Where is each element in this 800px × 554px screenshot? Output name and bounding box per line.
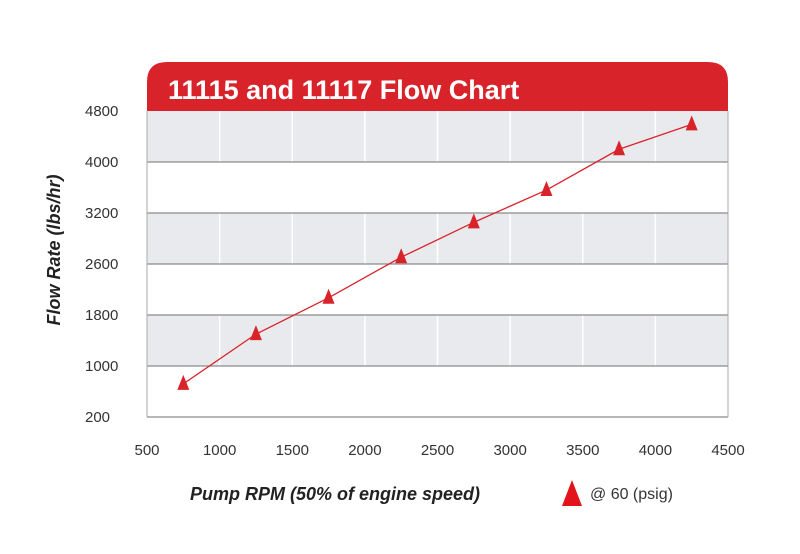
x-tick-label: 1000 [203,442,236,459]
y-tick-label: 3200 [85,205,118,222]
data-point-triangle [467,213,480,229]
data-point-triangle [613,140,626,156]
x-tick-labels: 500 1000 1500 2000 2500 3000 3500 4000 4500 [134,442,744,459]
y-axis-label: Flow Rate (lbs/hr) [44,174,64,325]
data-point-triangle [249,325,262,341]
y-tick-label: 1800 [85,307,118,324]
data-point-triangle [177,374,190,390]
x-axis-label: Pump RPM (50% of engine speed) [190,484,480,504]
legend-label: @ 60 (psig) [590,486,673,503]
data-point-triangle [685,115,698,131]
legend-triangle-icon [562,480,582,506]
x-tick-label: 4000 [639,442,672,459]
series-flow [177,115,698,390]
data-point-triangle [540,181,553,197]
y-tick-label: 200 [85,409,110,426]
x-tick-label: 3500 [566,442,599,459]
horizontal-gridlines [146,111,729,418]
x-tick-label: 2000 [348,442,381,459]
series-line [182,123,692,385]
y-tick-label: 4800 [85,103,118,120]
chart-title: 11115 and 11117 Flow Chart [168,75,519,105]
y-tick-label: 4000 [85,154,118,171]
y-tick-label: 2600 [85,256,118,273]
title-banner [147,62,728,111]
data-point-triangle [395,248,408,264]
y-tick-labels: 4800 4000 3200 2600 1800 1000 200 [85,103,118,426]
x-tick-label: 4500 [711,442,744,459]
x-tick-label: 3000 [493,442,526,459]
x-tick-label: 2500 [421,442,454,459]
x-tick-label: 500 [134,442,159,459]
data-point-triangle [322,288,335,304]
x-tick-label: 1500 [276,442,309,459]
y-tick-label: 1000 [85,358,118,375]
